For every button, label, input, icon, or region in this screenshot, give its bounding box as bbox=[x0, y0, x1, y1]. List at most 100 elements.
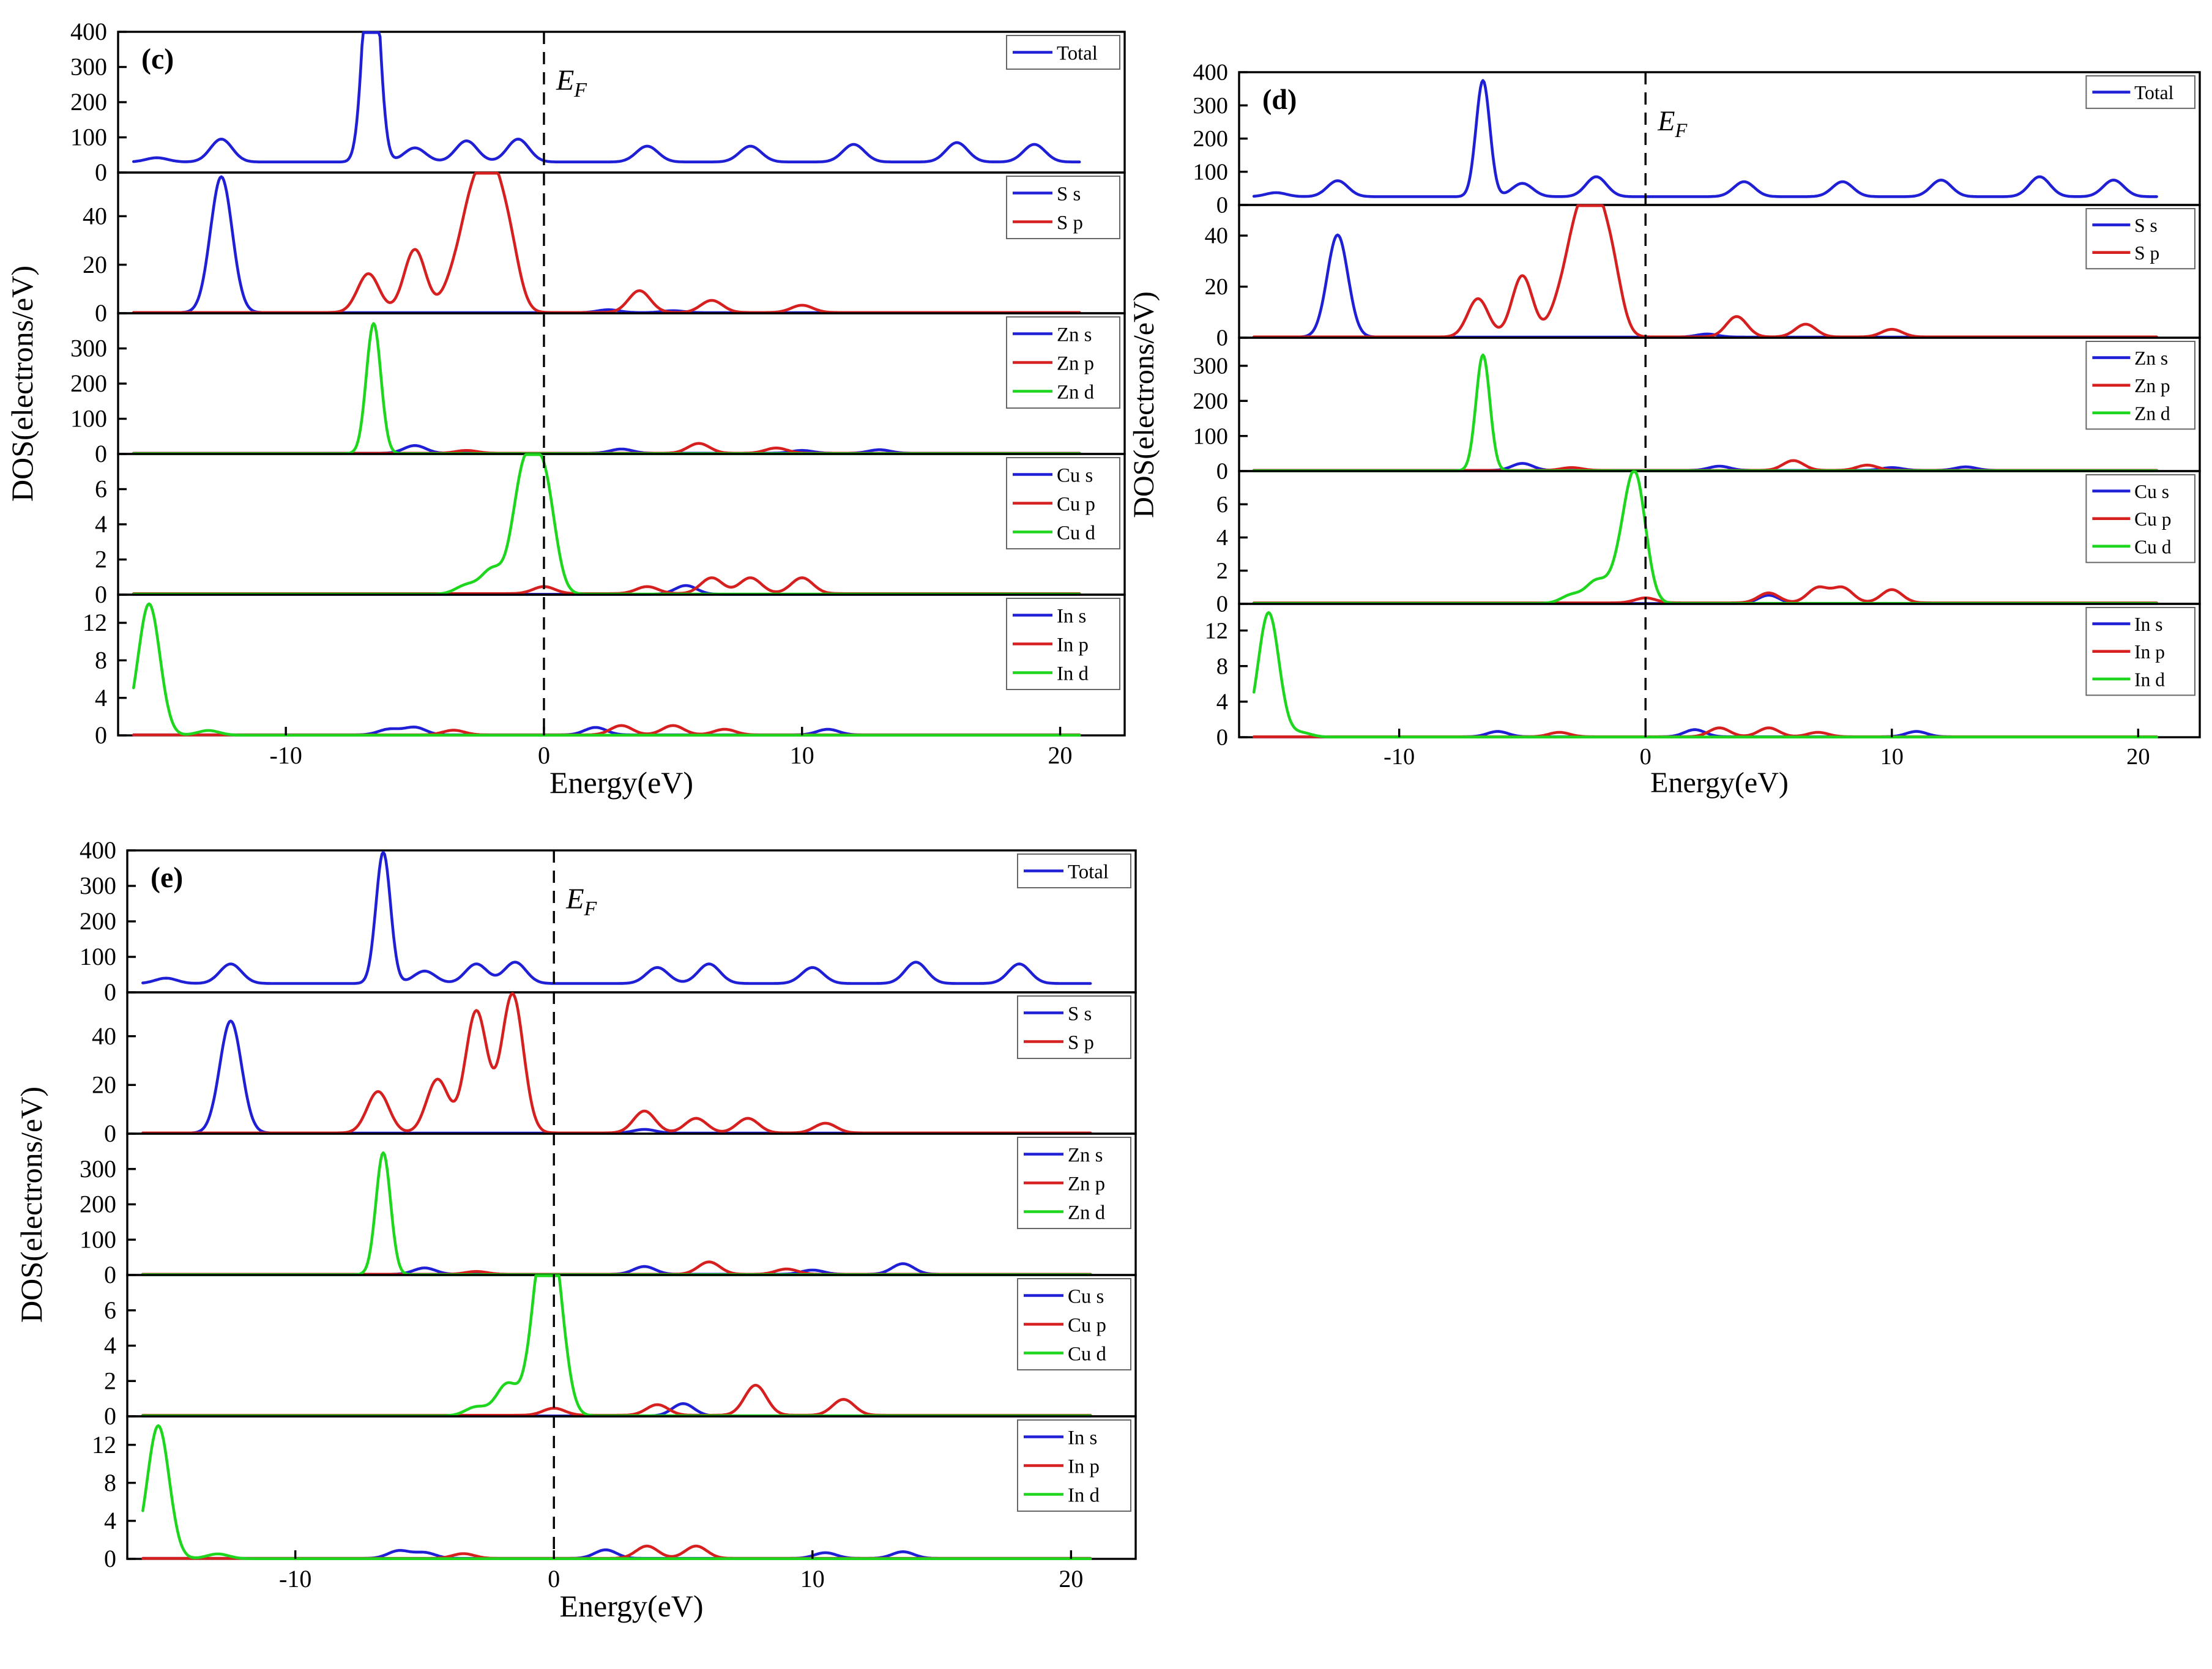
dos-curve-s-p bbox=[141, 992, 1092, 1135]
y-tick-label: 100 bbox=[70, 405, 107, 433]
y-tick-label: 0 bbox=[104, 1545, 116, 1572]
legend-entry: Cu d bbox=[1068, 1344, 1106, 1366]
subpanel-frame bbox=[117, 171, 1126, 314]
fermi-level-label: EF bbox=[556, 64, 587, 102]
y-tick-label: 40 bbox=[1205, 223, 1228, 249]
legend-entry: Cu p bbox=[2134, 508, 2171, 530]
y-tick-label: 300 bbox=[70, 335, 107, 362]
subpanel-frame bbox=[117, 453, 1126, 596]
y-tick-label: 4 bbox=[1216, 525, 1228, 551]
dos-curve-s-p bbox=[1252, 204, 2158, 338]
y-tick-label: 400 bbox=[80, 836, 116, 864]
legend-entry: In d bbox=[2134, 669, 2165, 690]
subpanel-frame bbox=[117, 312, 1126, 455]
x-tick-label: 20 bbox=[2126, 744, 2150, 770]
legend: In s In p In d bbox=[1006, 598, 1120, 690]
subpanel-frame bbox=[1238, 71, 2201, 206]
dos-curve-cu-p bbox=[132, 576, 1081, 595]
x-axis-title: Energy(eV) bbox=[549, 765, 693, 800]
legend: Cu s Cu p Cu d bbox=[1017, 1278, 1131, 1370]
legend-entry: Cu p bbox=[1057, 494, 1095, 516]
subpanel-frame bbox=[126, 1132, 1137, 1276]
y-tick-label: 300 bbox=[80, 872, 116, 899]
legend-entry: Cu s bbox=[1057, 465, 1093, 487]
y-tick-label: 0 bbox=[104, 978, 116, 1006]
dos-curve-s-s bbox=[141, 1019, 1092, 1135]
dos-curve-in-d bbox=[132, 602, 1081, 737]
y-tick-label: 0 bbox=[104, 1261, 116, 1288]
legend-entry: Total bbox=[2134, 82, 2173, 103]
y-tick-label: 2 bbox=[104, 1367, 116, 1394]
y-tick-label: 8 bbox=[1216, 653, 1228, 679]
legend-entry: Zn s bbox=[1057, 324, 1092, 346]
dos-curve-in-p bbox=[132, 724, 1081, 737]
x-tick-label: -10 bbox=[279, 1565, 311, 1593]
x-tick-label: 20 bbox=[1059, 1565, 1083, 1593]
dos-curve-zn-d bbox=[132, 322, 1081, 455]
panel-letter-label: (c) bbox=[141, 43, 174, 75]
y-tick-label: 100 bbox=[80, 1225, 116, 1253]
y-tick-label: 200 bbox=[1193, 388, 1228, 414]
y-tick-label: 12 bbox=[92, 1431, 116, 1459]
y-tick-label: 20 bbox=[1205, 274, 1228, 300]
legend-entry: Zn p bbox=[2134, 375, 2170, 396]
y-tick-label: 6 bbox=[95, 475, 107, 503]
dos-curve-in-d bbox=[1252, 611, 2158, 738]
legend-box bbox=[1017, 1419, 1131, 1512]
legend-entry: S p bbox=[1068, 1032, 1094, 1054]
legend: Total bbox=[1006, 35, 1120, 70]
legend-entry: Cu d bbox=[1057, 522, 1095, 545]
legend-box bbox=[1017, 995, 1131, 1059]
dos-curve-s-p bbox=[132, 171, 1081, 314]
dos-curve-total bbox=[141, 850, 1092, 985]
legend-entry: Total bbox=[1057, 43, 1098, 65]
y-tick-label: 20 bbox=[83, 251, 107, 278]
legend-entry: In p bbox=[1057, 634, 1089, 656]
legend-entry: Zn p bbox=[1068, 1173, 1105, 1195]
y-tick-label: 40 bbox=[92, 1022, 116, 1050]
y-tick-label: 4 bbox=[104, 1507, 116, 1534]
y-axis-title: DOS(electrons/eV) bbox=[14, 1087, 48, 1323]
dos-curve-total bbox=[132, 31, 1081, 163]
legend-entry: In s bbox=[1057, 606, 1086, 628]
y-tick-label: 300 bbox=[80, 1155, 116, 1183]
legend-entry: In d bbox=[1057, 663, 1089, 685]
subpanel-frame bbox=[1238, 204, 2201, 339]
y-tick-label: 0 bbox=[1216, 193, 1228, 218]
legend-entry: Cu p bbox=[1068, 1315, 1106, 1337]
legend: Cu s Cu p Cu d bbox=[1006, 457, 1120, 549]
legend-entry: S p bbox=[1057, 212, 1083, 234]
dos-subpanel-4: 0 2 4 6 Cu s Cu p Cu d bbox=[104, 1274, 1137, 1430]
dos-curve-cu-p bbox=[141, 1383, 1092, 1417]
y-tick-label: 0 bbox=[1216, 459, 1228, 485]
x-tick-label: 0 bbox=[1640, 744, 1652, 770]
dos-subpanel-5: 0 4 8 12 In s In p In d bbox=[92, 1415, 1137, 1572]
legend-box bbox=[1006, 176, 1120, 239]
legend-entry: In s bbox=[1068, 1427, 1097, 1449]
dos-curve-zn-d bbox=[141, 1151, 1092, 1276]
y-tick-label: 300 bbox=[1193, 354, 1228, 379]
y-tick-label: 4 bbox=[1216, 690, 1228, 715]
y-tick-label: 6 bbox=[1216, 492, 1228, 518]
subpanel-frame bbox=[126, 1415, 1137, 1560]
legend-box bbox=[2085, 341, 2195, 430]
x-axis-title: Energy(eV) bbox=[559, 1589, 703, 1623]
y-tick-label: 0 bbox=[95, 440, 107, 467]
y-tick-label: 100 bbox=[80, 943, 116, 970]
y-tick-label: 8 bbox=[104, 1469, 116, 1496]
legend-entry: Zn s bbox=[2134, 348, 2168, 369]
legend-entry: S s bbox=[1057, 184, 1081, 206]
fermi-level-label: EF bbox=[565, 883, 597, 920]
legend-entry: In p bbox=[2134, 641, 2165, 663]
y-tick-label: 200 bbox=[1193, 126, 1228, 152]
y-tick-label: 12 bbox=[83, 609, 107, 636]
legend-entry: Zn d bbox=[1068, 1202, 1105, 1224]
legend-entry: Total bbox=[1068, 861, 1109, 883]
legend-entry: Cu s bbox=[1068, 1286, 1104, 1308]
legend-box bbox=[2085, 208, 2195, 270]
x-tick-label: 0 bbox=[548, 1565, 560, 1593]
legend: In s In p In d bbox=[1017, 1419, 1131, 1512]
dos-subpanel-4: 0 2 4 6 Cu s Cu p Cu d bbox=[95, 453, 1126, 608]
legend: Cu s Cu p Cu d bbox=[2085, 474, 2195, 563]
